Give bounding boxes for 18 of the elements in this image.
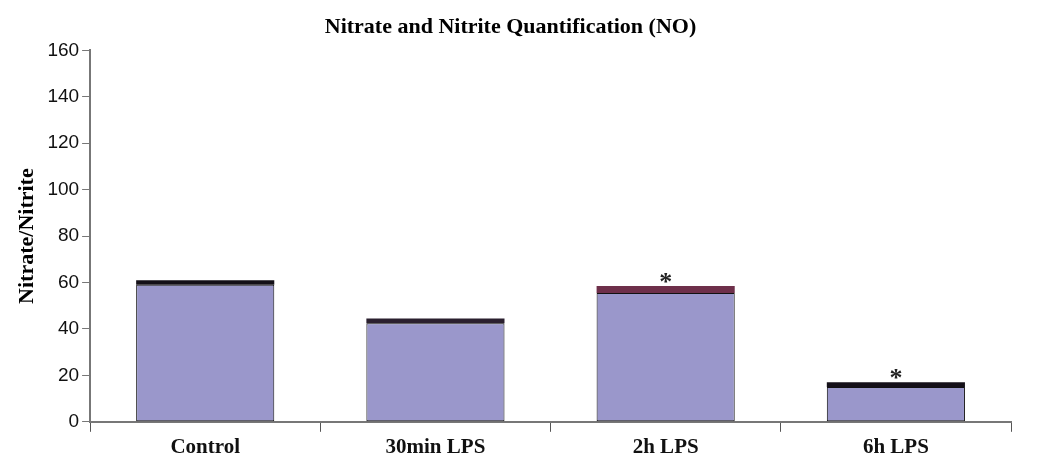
y-tick-label: 40 bbox=[57, 317, 80, 339]
bar bbox=[596, 286, 735, 293]
y-tick-label: 60 bbox=[57, 270, 80, 292]
annotation: * bbox=[659, 266, 673, 296]
y-axis-title: Nitrate/Nitrite bbox=[12, 168, 38, 304]
x-tick-label: 2h LPS bbox=[632, 433, 699, 458]
x-tick-label: Control bbox=[170, 433, 241, 458]
y-tick-label: 160 bbox=[47, 38, 80, 60]
y-tick-label: 20 bbox=[57, 363, 80, 385]
y-tick-label: 0 bbox=[68, 410, 80, 432]
y-tick-label: 140 bbox=[47, 85, 80, 107]
x-tick-label: 30min LPS bbox=[385, 433, 486, 458]
x-tick-label: 6h LPS bbox=[862, 433, 929, 458]
chart-title: Nitrate and Nitrite Quantification (NO) bbox=[324, 12, 697, 38]
y-tick-label: 80 bbox=[57, 224, 80, 246]
y-tick-label: 100 bbox=[47, 177, 80, 199]
annotation: * bbox=[889, 363, 903, 393]
y-tick-label: 120 bbox=[47, 131, 80, 153]
